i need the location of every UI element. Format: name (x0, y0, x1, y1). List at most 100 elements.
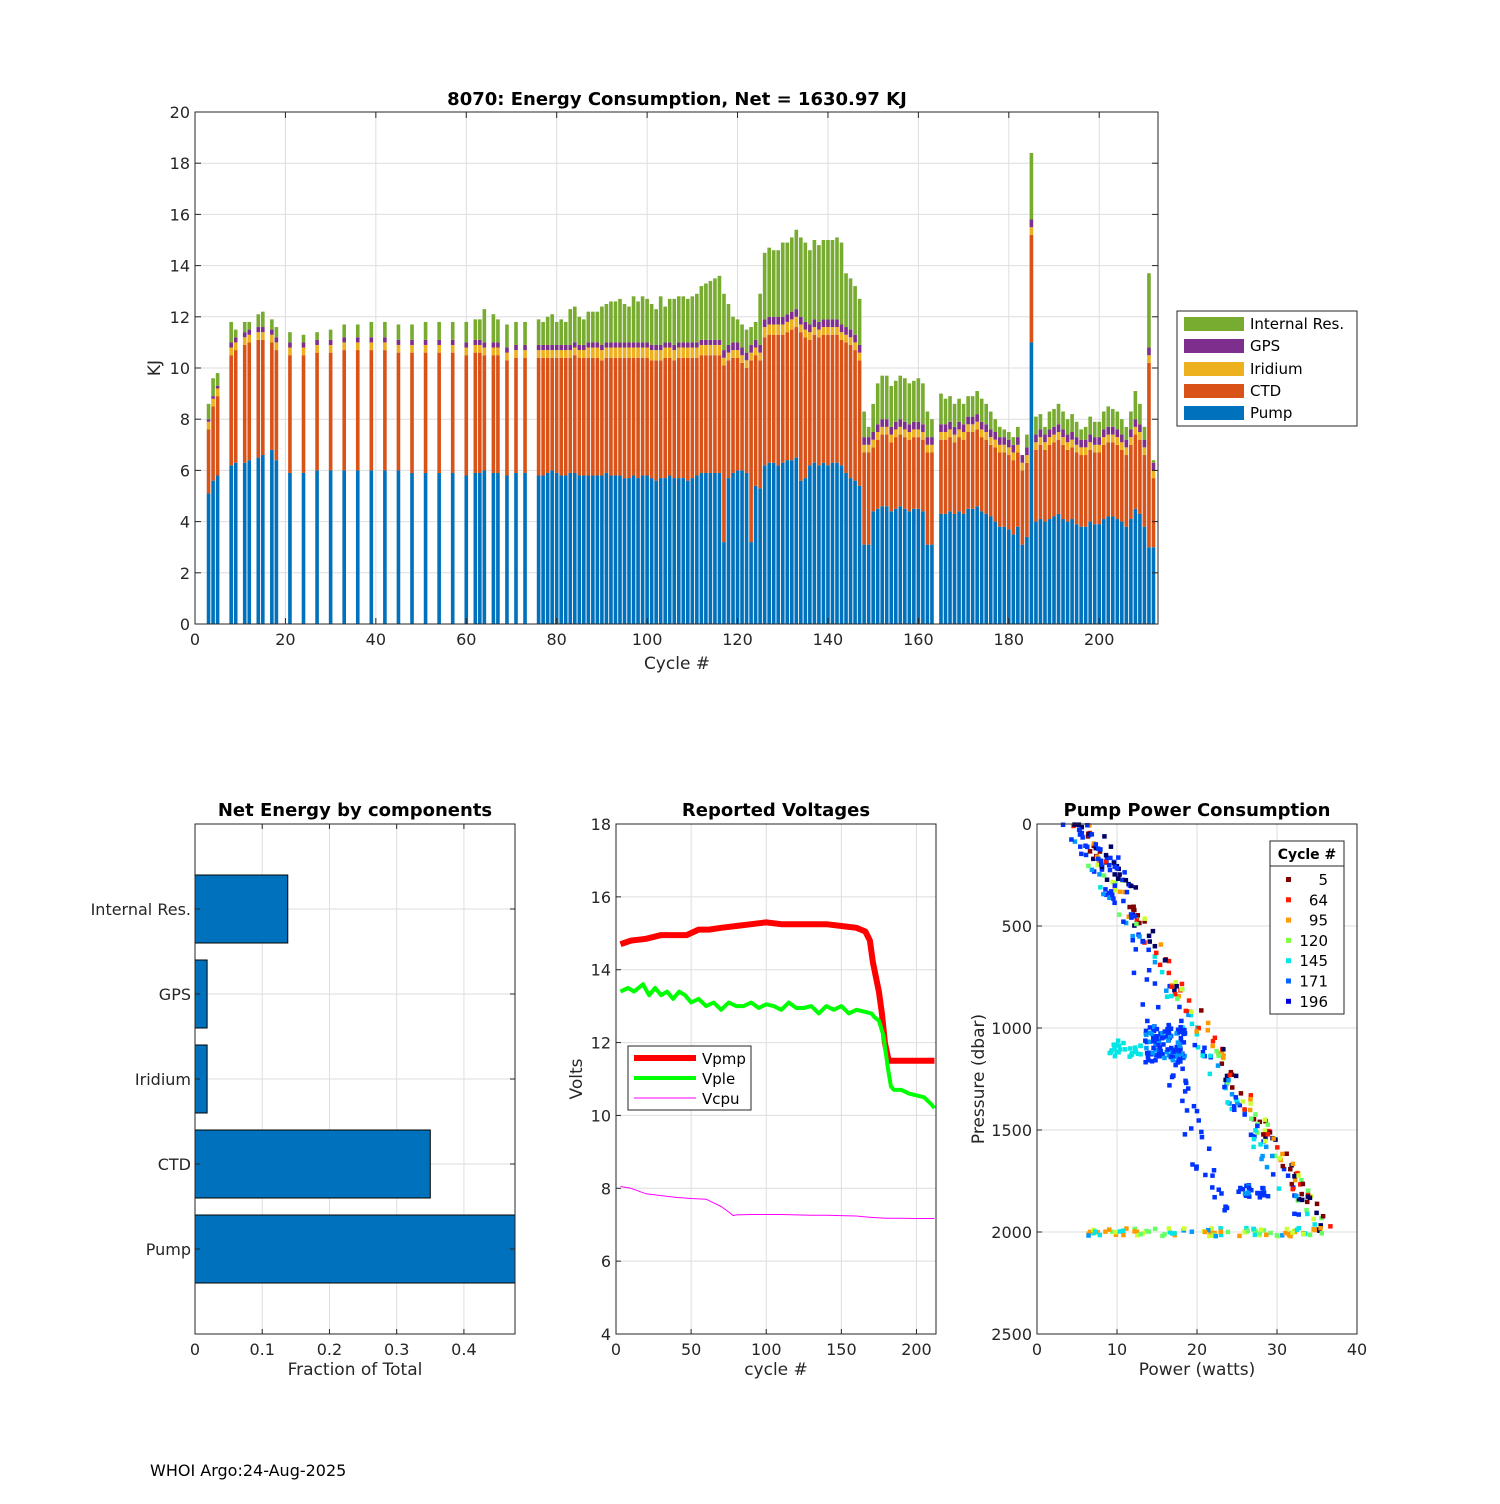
energy-bar-ctd (582, 357, 586, 476)
energy-bar-iridium (740, 355, 744, 363)
energy-bar-internal (1006, 432, 1011, 440)
legend-label-gps: GPS (1250, 337, 1280, 355)
pump-power-point (1097, 1232, 1103, 1238)
energy-bar-pump (1097, 524, 1102, 624)
pump-power-point (1181, 1040, 1187, 1045)
pump-power-point (1115, 876, 1121, 881)
energy-bar-ctd (993, 447, 998, 522)
energy-bar-iridium (1097, 444, 1102, 453)
energy-bar-iridium (672, 350, 677, 361)
pump-power-point (1258, 1190, 1264, 1196)
pump-power-point (1166, 1022, 1171, 1028)
energy-bar-pump (233, 462, 238, 624)
energy-bar-iridium (893, 429, 898, 438)
energy-bar-ctd (369, 350, 374, 471)
energy-bar-ctd (884, 434, 889, 507)
energy-bar-pump (993, 521, 998, 624)
pump-power-point (1251, 1144, 1256, 1150)
pump-power-point (1235, 1100, 1240, 1106)
energy-bar-gps (1016, 437, 1020, 445)
energy-bar-ctd (844, 342, 848, 473)
energy-bar-iridium (658, 350, 663, 361)
energy-bar-ctd (450, 352, 455, 473)
pump-power-point (1176, 1049, 1182, 1054)
energy-bar-gps (685, 342, 690, 348)
energy-bar-gps (1020, 455, 1025, 463)
energy-bar-ctd (726, 360, 731, 479)
pump-power-point (1318, 1223, 1323, 1228)
pump-power-point (1086, 1233, 1091, 1238)
energy-bar-internal (1047, 411, 1052, 430)
energy-bar-pump (600, 475, 604, 624)
pump-power-point (1183, 1078, 1188, 1084)
energy-bar-cycle-39 (369, 321, 374, 624)
pump-power-point (1107, 867, 1113, 873)
energy-bar-gps (871, 432, 875, 440)
energy-bar-cycle-92 (609, 301, 613, 624)
energy-bar-pump (478, 472, 482, 624)
energy-bar-pump (952, 513, 957, 624)
energy-bar-pump (1034, 521, 1038, 624)
pump-power-legend-label-64: 64 (1309, 891, 1328, 909)
energy-bar-internal (875, 383, 880, 425)
energy-bar-pump (1151, 547, 1156, 624)
pump-power-ytick-label: 2500 (991, 1325, 1032, 1344)
energy-bar-ctd (984, 439, 989, 514)
pump-power-xtick-label: 40 (1347, 1340, 1367, 1359)
energy-bar-iridium (1029, 227, 1034, 235)
energy-bar-gps (884, 419, 889, 427)
energy-bar-cycle-77 (541, 321, 545, 624)
pump-power-point (1144, 1032, 1149, 1038)
energy-bar-iridium (206, 421, 211, 430)
energy-bar-internal (274, 327, 279, 338)
energy-bar-internal (997, 426, 1002, 438)
pump-power-point (1117, 872, 1122, 877)
energy-bar-iridium (640, 347, 645, 358)
pump-power-point (1146, 933, 1152, 939)
energy-bar-iridium (591, 347, 595, 358)
energy-bar-gps (482, 342, 487, 348)
energy-bar-ctd (1043, 449, 1047, 522)
energy-ytick-label: 14 (170, 257, 190, 276)
pump-power-point (1072, 822, 1077, 827)
pump-power-point (1160, 1031, 1165, 1036)
pump-power-point (1258, 1227, 1264, 1232)
energy-bar-internal (383, 321, 387, 338)
energy-bar-internal (726, 304, 731, 345)
energy-bar-gps (1133, 419, 1138, 427)
pump-power-xtick-label: 30 (1267, 1340, 1287, 1359)
energy-bar-cycle-153 (884, 375, 889, 624)
energy-xtick-label: 160 (903, 630, 934, 649)
energy-bar-cycle-137 (812, 240, 817, 624)
energy-bar-pump (685, 480, 690, 624)
pump-power-legend-marker-196 (1286, 998, 1291, 1004)
pump-power-ytick-label: 2000 (991, 1223, 1032, 1242)
energy-bar-pump (288, 472, 292, 624)
energy-bar-internal (970, 396, 975, 417)
pump-power-point (1244, 1225, 1249, 1231)
pump-power-point (1142, 916, 1147, 921)
pump-power-point (1288, 1166, 1293, 1172)
energy-bar-ctd (699, 355, 704, 473)
components-xtick-label: 0.4 (451, 1340, 476, 1359)
energy-bar-internal (993, 419, 998, 432)
energy-bar-internal (866, 426, 871, 438)
energy-bar-cycle-131 (785, 242, 790, 624)
energy-bar-ctd (1029, 234, 1034, 343)
pump-power-point (1106, 862, 1112, 868)
pump-power-ytick-label: 1000 (991, 1019, 1032, 1038)
energy-bar-cycle-199 (1092, 421, 1097, 624)
energy-bar-ctd (1129, 444, 1133, 520)
energy-bar-internal (591, 311, 595, 343)
energy-bar-internal (921, 383, 925, 425)
pump-power-point (1252, 1232, 1258, 1238)
energy-bar-gps (862, 437, 866, 445)
energy-bar-internal (654, 309, 658, 345)
pump-power-point (1299, 1191, 1304, 1197)
energy-bar-iridium (1016, 444, 1020, 453)
energy-bar-ctd (1065, 449, 1070, 522)
pump-power-point (1210, 1173, 1215, 1178)
energy-bar-gps (930, 437, 934, 445)
energy-bar-gps (636, 342, 640, 348)
energy-bar-internal (681, 296, 686, 343)
